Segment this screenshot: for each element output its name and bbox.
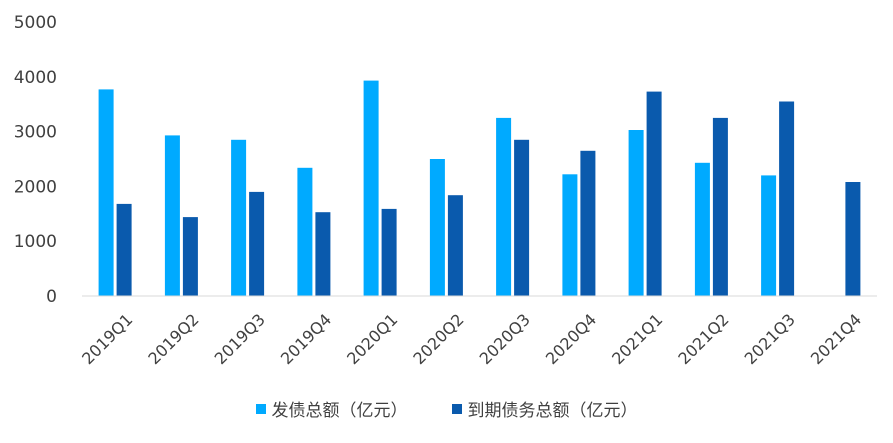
y-tick-label: 3000 [14,123,57,143]
x-tick-label: 2021Q2 [674,310,732,368]
issuance-bar-2021Q1 [628,130,644,296]
legend-swatch-maturity [451,403,462,414]
x-tick-label: 2019Q1 [78,310,136,368]
maturity-bar-2021Q3 [779,101,795,296]
y-tick-label: 4000 [14,68,57,88]
x-tick-label: 2019Q4 [277,310,335,368]
x-tick-label: 2020Q1 [343,310,401,368]
legend-label-maturity: 到期债务总额（亿元） [467,401,638,421]
maturity-bar-2020Q3 [514,139,530,296]
x-tick-label: 2020Q4 [542,310,600,368]
issuance-bar-2019Q2 [164,135,180,296]
x-tick-label: 2021Q3 [741,310,799,368]
bars [98,80,861,297]
maturity-bar-2020Q1 [381,208,397,296]
maturity-bar-2021Q4 [845,182,861,296]
maturity-bar-2019Q4 [315,212,331,296]
issuance-bar-2021Q3 [761,175,777,296]
issuance-bar-2019Q1 [98,89,114,297]
x-tick-label: 2020Q3 [476,310,534,368]
x-tick-label: 2019Q2 [144,310,202,368]
y-axis: 0 1000 2000 3000 4000 5000 [14,13,57,307]
maturity-bar-2020Q2 [447,195,463,296]
issuance-bar-2020Q2 [429,159,445,296]
x-axis: 2019Q1 2019Q2 2019Q3 2019Q4 2020Q1 2020Q2 2020… [78,310,865,368]
issuance-bar-2020Q3 [496,117,512,297]
maturity-bar-2019Q2 [182,217,198,296]
issuance-bar-2020Q4 [562,174,578,296]
maturity-bar-2021Q2 [712,117,728,297]
issuance-bar-2019Q3 [231,139,247,296]
maturity-bar-2019Q3 [249,191,265,296]
x-tick-label: 2021Q1 [608,310,666,368]
y-tick-label: 2000 [14,177,57,197]
legend-item-issuance: 发债总额（亿元） [255,396,408,421]
x-tick-label: 2019Q3 [211,310,269,368]
y-tick-label: 1000 [14,232,57,252]
legend-swatch-issuance [255,403,266,414]
y-tick-label: 0 [46,287,57,307]
maturity-bar-2019Q1 [116,203,132,296]
maturity-bar-2020Q4 [580,150,596,296]
y-tick-label: 5000 [14,13,57,33]
legend-label-issuance: 发债总额（亿元） [271,401,408,421]
issuance-bar-2019Q4 [297,167,313,296]
issuance-bar-2020Q1 [363,80,379,296]
maturity-bar-2021Q1 [646,91,662,296]
legend: 发债总额（亿元） 到期债务总额（亿元） [0,396,893,421]
issuance-bar-2021Q2 [694,162,710,296]
x-tick-label: 2021Q4 [807,310,865,368]
legend-item-maturity: 到期债务总额（亿元） [451,396,638,421]
x-tick-label: 2020Q2 [409,310,467,368]
